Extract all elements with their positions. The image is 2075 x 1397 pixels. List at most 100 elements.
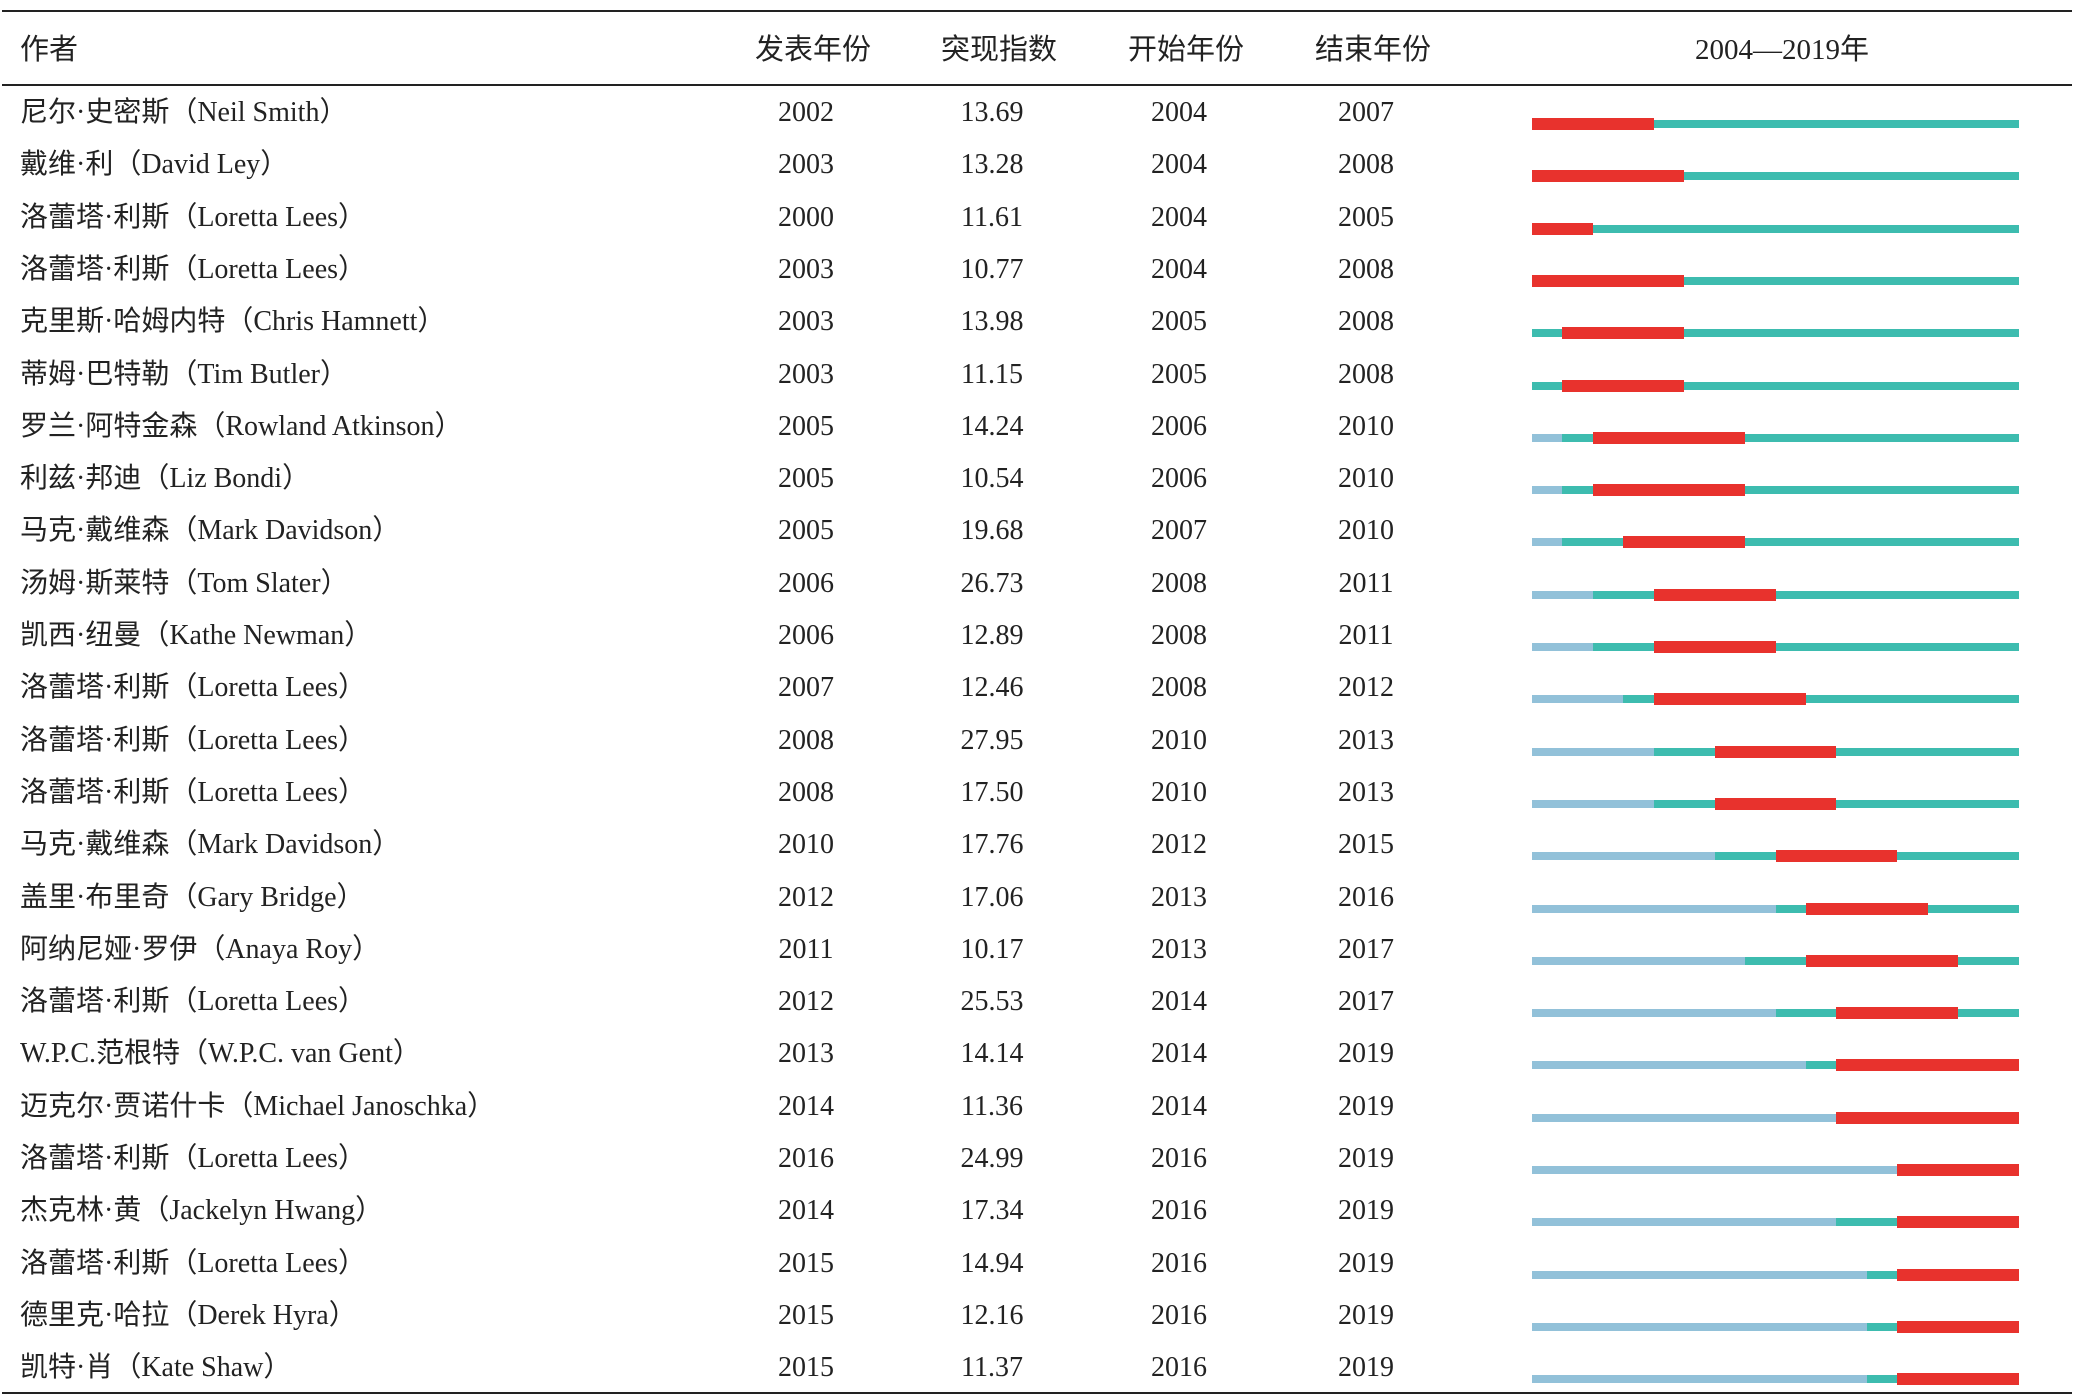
publication-year-cell: 2010: [778, 829, 834, 861]
burst-strength-cell: 17.34: [960, 1195, 1024, 1227]
timeline-burst-segment: [1897, 1216, 2019, 1229]
begin-year-cell: 2004: [1151, 97, 1207, 128]
timeline-bar: [1532, 1268, 2019, 1281]
timeline-pre-publication-segment: [1532, 1322, 1867, 1331]
top-rule: [2, 10, 2072, 12]
timeline-burst-segment: [1653, 693, 1806, 706]
timeline-pre-publication-segment: [1532, 1375, 1867, 1384]
table-row: 迈克尔·贾诺什卡（Michael Janoschka） 2014 11.36 2014…: [0, 1084, 2075, 1136]
end-year-cell: 2017: [1338, 986, 1394, 1018]
begin-year-cell: 2012: [1151, 829, 1207, 861]
begin-year-cell: 2016: [1151, 1247, 1207, 1279]
timeline-bar: [1532, 274, 2019, 287]
end-year-cell: 2019: [1338, 1352, 1394, 1384]
end-year-cell: 2010: [1338, 463, 1394, 495]
begin-year-cell: 2014: [1151, 986, 1207, 1018]
author-cell: 迈克尔·贾诺什卡（Michael Janoschka）: [20, 1090, 496, 1122]
timeline-active-segment: [1532, 120, 2019, 128]
timeline-pre-publication-segment: [1532, 956, 1746, 965]
burst-strength-cell: 12.89: [960, 620, 1024, 651]
table-row: 凯特·肖（Kate Shaw） 2015 11.37 2016 2019: [0, 1345, 2075, 1397]
publication-year-cell: 2003: [778, 149, 834, 181]
timeline-bar: [1532, 693, 2019, 706]
author-cell: 凯特·肖（Kate Shaw）: [20, 1352, 292, 1384]
author-cell: 洛蕾塔·利斯（Loretta Lees）: [20, 724, 367, 756]
timeline-active-segment: [1562, 433, 2019, 442]
table-row: 克里斯·哈姆内特（Chris Hamnett） 2003 13.98 2005 2008: [0, 299, 2075, 351]
timeline-bar: [1532, 954, 2019, 967]
end-year-cell: 2016: [1338, 881, 1394, 913]
timeline-pre-publication-segment: [1532, 590, 1593, 599]
table-row: 洛蕾塔·利斯（Loretta Lees） 2015 14.94 2016 2019: [0, 1241, 2075, 1293]
burst-strength-cell: 14.94: [960, 1247, 1024, 1279]
end-year-cell: 2019: [1338, 1195, 1394, 1227]
timeline-pre-publication-segment: [1532, 799, 1654, 808]
publication-year-cell: 2005: [778, 410, 834, 442]
timeline-pre-publication-segment: [1532, 747, 1654, 756]
burst-strength-cell: 24.99: [960, 1143, 1024, 1174]
end-year-cell: 2008: [1338, 358, 1394, 390]
timeline-active-segment: [1532, 381, 2019, 390]
timeline-pre-publication-segment: [1532, 1113, 1837, 1122]
timeline-burst-segment: [1562, 327, 1685, 340]
timeline-bar: [1532, 222, 2019, 235]
timeline-pre-publication-segment: [1532, 1061, 1806, 1070]
author-cell: 克里斯·哈姆内特（Chris Hamnett）: [20, 306, 446, 338]
burst-strength-cell: 13.98: [960, 306, 1024, 338]
table-row: 戴维·利（David Ley） 2003 13.28 2004 2008: [0, 142, 2075, 194]
timeline-bar: [1532, 536, 2019, 549]
timeline-pre-publication-segment: [1532, 643, 1593, 651]
timeline-bar: [1532, 1007, 2019, 1020]
table-row: W.P.C.范根特（W.P.C. van Gent） 2013 14.14 2014 2…: [0, 1031, 2075, 1083]
author-cell: 蒂姆·巴特勒（Tim Butler）: [20, 358, 348, 390]
timeline-active-segment: [1592, 643, 2019, 651]
header-rule: [2, 84, 2072, 86]
header-author: 作者: [20, 34, 79, 66]
burst-strength-cell: 12.16: [960, 1299, 1024, 1331]
burst-strength-cell: 10.17: [960, 933, 1024, 965]
begin-year-cell: 2008: [1151, 672, 1207, 704]
timeline-burst-segment: [1532, 118, 1654, 130]
burst-strength-cell: 11.37: [961, 1352, 1023, 1384]
end-year-cell: 2010: [1338, 515, 1394, 547]
timeline-burst-segment: [1532, 274, 1685, 287]
begin-year-cell: 2016: [1151, 1299, 1207, 1331]
author-cell: 洛蕾塔·利斯（Loretta Lees）: [20, 1247, 367, 1279]
timeline-burst-segment: [1592, 484, 1746, 497]
timeline-bar: [1532, 902, 2019, 915]
timeline-active-segment: [1532, 276, 2019, 285]
timeline-pre-publication-segment: [1532, 1270, 1867, 1279]
publication-year-cell: 2008: [778, 776, 834, 808]
timeline-burst-segment: [1532, 170, 1685, 183]
author-cell: 盖里·布里奇（Gary Bridge）: [20, 881, 365, 913]
timeline-burst-segment: [1623, 536, 1746, 549]
timeline-burst-segment: [1714, 797, 1837, 810]
timeline-pre-publication-segment: [1532, 486, 1563, 495]
author-cell: 阿纳尼娅·罗伊（Anaya Roy）: [20, 933, 381, 965]
table-row: 洛蕾塔·利斯（Loretta Lees） 2008 27.95 2010 2013: [0, 718, 2075, 770]
table-row: 洛蕾塔·利斯（Loretta Lees） 2000 11.61 2004 2005: [0, 195, 2075, 247]
timeline-burst-segment: [1653, 641, 1776, 653]
timeline-bar: [1532, 1111, 2019, 1124]
begin-year-cell: 2004: [1151, 201, 1207, 233]
table-row: 马克·戴维森（Mark Davidson） 2005 19.68 2007 2010: [0, 508, 2075, 560]
end-year-cell: 2019: [1338, 1038, 1394, 1070]
table-row: 杰克林·黄（Jackelyn Hwang） 2014 17.34 2016 2019: [0, 1188, 2075, 1240]
timeline-bar: [1532, 170, 2019, 183]
timeline-burst-segment: [1836, 1007, 1959, 1020]
begin-year-cell: 2016: [1151, 1195, 1207, 1227]
timeline-burst-segment: [1897, 1164, 2019, 1176]
timeline-bar: [1532, 1320, 2019, 1333]
begin-year-cell: 2013: [1151, 933, 1207, 965]
timeline-active-segment: [1562, 538, 2019, 547]
burst-strength-cell: 11.61: [961, 201, 1023, 233]
begin-year-cell: 2005: [1151, 358, 1207, 390]
table-row: 德里克·哈拉（Derek Hyra） 2015 12.16 2016 2019: [0, 1293, 2075, 1345]
end-year-cell: 2012: [1338, 672, 1394, 704]
author-cell: 戴维·利（David Ley）: [20, 149, 289, 181]
publication-year-cell: 2012: [778, 881, 834, 913]
timeline-burst-segment: [1836, 1111, 2019, 1124]
publication-year-cell: 2014: [778, 1195, 834, 1227]
author-cell: 马克·戴维森（Mark Davidson）: [20, 829, 401, 861]
